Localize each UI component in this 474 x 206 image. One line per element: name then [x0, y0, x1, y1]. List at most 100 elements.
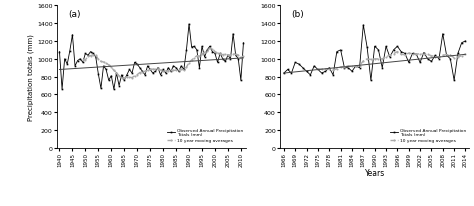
Observed Annual Precipitation
Totals (mm) — [241, 42, 246, 45]
10 year moving averages — [463, 54, 468, 56]
Observed Annual Precipitation
Totals (mm) — [349, 71, 355, 73]
Observed Annual Precipitation
Totals (mm) — [281, 73, 287, 75]
Observed Annual Precipitation
Totals (mm) — [315, 69, 321, 71]
Observed Annual Precipitation
Totals (mm) — [176, 71, 182, 73]
Observed Annual Precipitation
Totals (mm) — [394, 46, 400, 48]
Observed Annual Precipitation
Totals (mm) — [357, 67, 363, 70]
10 year moving averages — [459, 55, 465, 58]
Observed Annual Precipitation
Totals (mm) — [364, 47, 370, 49]
10 year moving averages — [372, 58, 377, 61]
10 year moving averages — [338, 66, 344, 69]
10 year moving averages — [406, 53, 411, 55]
10 year moving averages — [323, 69, 328, 71]
10 year moving averages — [327, 68, 332, 71]
10 year moving averages — [402, 54, 408, 57]
Observed Annual Precipitation
Totals (mm) — [59, 88, 65, 91]
Observed Annual Precipitation
Totals (mm) — [327, 67, 332, 70]
10 year moving averages — [368, 59, 374, 61]
Observed Annual Precipitation
Totals (mm) — [186, 24, 192, 26]
10 year moving averages — [447, 55, 453, 57]
10 year moving averages — [421, 54, 427, 56]
Observed Annual Precipitation
Totals (mm) — [319, 73, 325, 75]
10 year moving averages — [100, 61, 106, 64]
10 year moving averages — [428, 55, 434, 58]
Observed Annual Precipitation
Totals (mm) — [440, 33, 446, 36]
10 year moving averages — [319, 69, 325, 71]
Observed Annual Precipitation
Totals (mm) — [311, 65, 317, 68]
Line: 10 year moving averages: 10 year moving averages — [82, 48, 245, 80]
Observed Annual Precipitation
Totals (mm) — [308, 74, 313, 77]
10 year moving averages — [349, 66, 355, 68]
Observed Annual Precipitation
Totals (mm) — [387, 56, 392, 59]
Observed Annual Precipitation
Totals (mm) — [56, 51, 62, 54]
10 year moving averages — [451, 57, 457, 60]
Observed Annual Precipitation
Totals (mm) — [463, 40, 468, 43]
Observed Annual Precipitation
Totals (mm) — [361, 25, 366, 27]
Observed Annual Precipitation
Totals (mm) — [296, 64, 302, 66]
Observed Annual Precipitation
Totals (mm) — [163, 73, 169, 75]
10 year moving averages — [357, 65, 363, 68]
Observed Annual Precipitation
Totals (mm) — [85, 55, 91, 57]
10 year moving averages — [379, 58, 385, 61]
Observed Annual Precipitation
Totals (mm) — [410, 53, 415, 55]
10 year moving averages — [173, 70, 179, 72]
Observed Annual Precipitation
Totals (mm) — [346, 67, 351, 70]
Observed Annual Precipitation
Totals (mm) — [413, 54, 419, 56]
Observed Annual Precipitation
Totals (mm) — [183, 49, 189, 52]
10 year moving averages — [383, 56, 389, 59]
10 year moving averages — [334, 68, 340, 71]
10 year moving averages — [330, 69, 336, 72]
Legend: Observed Annual Precipitation
Totals (mm), 10 year moving averages: Observed Annual Precipitation Totals (mm… — [389, 127, 467, 143]
10 year moving averages — [440, 55, 446, 57]
Observed Annual Precipitation
Totals (mm) — [379, 67, 385, 70]
Observed Annual Precipitation
Totals (mm) — [230, 33, 236, 36]
Observed Annual Precipitation
Totals (mm) — [425, 58, 430, 61]
Observed Annual Precipitation
Totals (mm) — [451, 80, 457, 82]
10 year moving averages — [342, 66, 347, 69]
10 year moving averages — [394, 51, 400, 54]
Observed Annual Precipitation
Totals (mm) — [391, 49, 396, 52]
Observed Annual Precipitation
Totals (mm) — [406, 62, 411, 64]
Observed Annual Precipitation
Totals (mm) — [323, 71, 328, 73]
Observed Annual Precipitation
Totals (mm) — [121, 80, 127, 82]
Observed Annual Precipitation
Totals (mm) — [375, 49, 381, 52]
Observed Annual Precipitation
Totals (mm) — [444, 55, 449, 57]
Observed Annual Precipitation
Totals (mm) — [428, 61, 434, 63]
Observed Annual Precipitation
Totals (mm) — [372, 46, 377, 48]
Line: Observed Annual Precipitation
Totals (mm): Observed Annual Precipitation Totals (mm… — [283, 25, 466, 82]
Observed Annual Precipitation
Totals (mm) — [417, 62, 423, 64]
10 year moving averages — [387, 55, 392, 57]
10 year moving averages — [361, 60, 366, 63]
10 year moving averages — [425, 54, 430, 56]
Observed Annual Precipitation
Totals (mm) — [398, 51, 404, 54]
Observed Annual Precipitation
Totals (mm) — [447, 58, 453, 61]
Observed Annual Precipitation
Totals (mm) — [304, 71, 310, 73]
Y-axis label: Precipitation totals (mm): Precipitation totals (mm) — [28, 34, 34, 121]
10 year moving averages — [444, 54, 449, 56]
10 year moving averages — [241, 55, 246, 58]
10 year moving averages — [315, 69, 321, 71]
Observed Annual Precipitation
Totals (mm) — [432, 55, 438, 57]
Observed Annual Precipitation
Totals (mm) — [402, 53, 408, 55]
10 year moving averages — [410, 53, 415, 56]
Text: (b): (b) — [292, 11, 304, 19]
Observed Annual Precipitation
Totals (mm) — [353, 65, 359, 68]
Observed Annual Precipitation
Totals (mm) — [289, 73, 294, 75]
10 year moving averages — [413, 54, 419, 56]
10 year moving averages — [436, 57, 442, 59]
Line: Observed Annual Precipitation
Totals (mm): Observed Annual Precipitation Totals (mm… — [59, 24, 244, 90]
10 year moving averages — [82, 59, 88, 62]
Observed Annual Precipitation
Totals (mm) — [334, 51, 340, 54]
Legend: Observed Annual Precipitation
Totals (mm), 10 year moving averages: Observed Annual Precipitation Totals (mm… — [166, 127, 244, 143]
Observed Annual Precipitation
Totals (mm) — [436, 58, 442, 61]
10 year moving averages — [160, 70, 166, 73]
Observed Annual Precipitation
Totals (mm) — [459, 42, 465, 45]
10 year moving averages — [391, 53, 396, 56]
Observed Annual Precipitation
Totals (mm) — [285, 69, 291, 71]
10 year moving averages — [353, 66, 359, 68]
10 year moving averages — [398, 54, 404, 56]
Observed Annual Precipitation
Totals (mm) — [368, 80, 374, 82]
10 year moving averages — [364, 58, 370, 61]
Observed Annual Precipitation
Totals (mm) — [330, 74, 336, 77]
Observed Annual Precipitation
Totals (mm) — [342, 67, 347, 70]
